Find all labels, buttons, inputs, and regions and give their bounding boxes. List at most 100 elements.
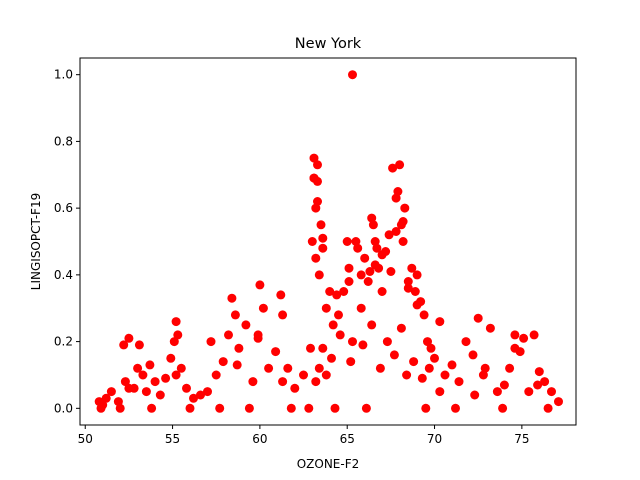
data-point xyxy=(313,197,322,206)
data-point xyxy=(119,340,129,350)
data-point xyxy=(150,377,160,387)
data-point xyxy=(344,263,354,273)
data-point xyxy=(410,287,420,296)
data-point xyxy=(335,330,345,340)
data-point xyxy=(169,337,179,347)
data-point xyxy=(189,393,198,403)
data-point xyxy=(409,357,419,367)
data-point xyxy=(417,373,427,383)
data-point xyxy=(330,403,340,413)
x-tick-label: 50 xyxy=(78,432,93,446)
data-point xyxy=(435,387,445,397)
data-point xyxy=(388,163,398,173)
data-point xyxy=(306,343,315,353)
data-point xyxy=(403,277,413,286)
data-point xyxy=(106,387,116,397)
data-point xyxy=(543,403,553,413)
data-point xyxy=(524,387,534,397)
data-point xyxy=(171,370,181,380)
data-point xyxy=(485,323,495,333)
data-point xyxy=(424,363,434,373)
data-point xyxy=(332,290,342,300)
data-point xyxy=(473,313,483,323)
data-point xyxy=(412,270,422,280)
data-point xyxy=(361,403,371,413)
data-point xyxy=(519,333,529,343)
data-point xyxy=(290,383,300,393)
data-point xyxy=(155,390,165,400)
data-point xyxy=(492,387,502,397)
y-tick-label: 1.0 xyxy=(54,68,73,82)
data-point xyxy=(248,377,258,387)
data-point xyxy=(368,220,378,230)
data-point xyxy=(454,377,464,387)
points-layer xyxy=(94,70,563,413)
data-point xyxy=(278,377,288,387)
data-point xyxy=(234,343,244,353)
data-point xyxy=(299,370,308,380)
data-point xyxy=(360,253,370,263)
data-point xyxy=(283,363,293,373)
data-point xyxy=(313,160,322,170)
x-axis-ticks: 50 55 60 65 70 75 xyxy=(78,425,529,446)
data-point xyxy=(134,340,144,350)
data-point xyxy=(314,270,324,280)
data-point xyxy=(138,370,148,380)
data-point xyxy=(101,393,111,403)
data-point xyxy=(342,237,352,246)
data-point xyxy=(271,347,281,357)
data-point xyxy=(244,403,254,413)
data-point xyxy=(547,387,556,397)
y-axis-ticks: 0.0 0.2 0.4 0.6 0.8 1.0 xyxy=(54,68,80,415)
data-point xyxy=(173,330,183,340)
data-point xyxy=(423,337,432,347)
data-point xyxy=(124,383,134,393)
x-tick-label: 60 xyxy=(252,432,267,446)
data-point xyxy=(534,367,544,377)
data-point xyxy=(211,370,221,380)
data-point xyxy=(412,300,422,310)
data-point xyxy=(510,330,520,340)
data-point xyxy=(264,363,274,373)
y-tick-label: 0.8 xyxy=(54,134,73,148)
data-point xyxy=(529,330,539,340)
x-axis-label: OZONE-F2 xyxy=(297,457,360,471)
data-point xyxy=(344,277,354,286)
data-point xyxy=(363,277,373,286)
data-point xyxy=(391,227,401,236)
data-point xyxy=(384,230,394,240)
data-point xyxy=(382,337,392,347)
data-point xyxy=(196,390,205,400)
data-point xyxy=(395,160,405,170)
data-point xyxy=(96,403,106,413)
x-tick-label: 75 xyxy=(514,432,529,446)
data-point xyxy=(356,303,366,313)
data-point xyxy=(311,253,321,263)
data-point xyxy=(133,363,143,373)
data-point xyxy=(348,337,357,347)
data-point xyxy=(203,387,212,397)
data-point xyxy=(124,333,134,343)
data-point xyxy=(348,70,357,80)
data-point xyxy=(166,353,176,363)
data-point xyxy=(540,377,550,387)
data-point xyxy=(367,320,377,330)
x-tick-label: 70 xyxy=(427,432,442,446)
data-point xyxy=(370,260,380,270)
data-point xyxy=(554,397,563,407)
data-point xyxy=(468,350,478,360)
data-point xyxy=(141,387,151,397)
data-point xyxy=(176,363,186,373)
data-point xyxy=(253,330,263,340)
data-point xyxy=(393,187,403,196)
data-point xyxy=(372,243,382,253)
data-point xyxy=(505,363,515,373)
data-point xyxy=(318,243,328,253)
data-point xyxy=(327,353,336,363)
data-point xyxy=(161,373,171,383)
data-point xyxy=(224,330,233,340)
data-point xyxy=(278,310,288,320)
data-point xyxy=(400,203,410,213)
data-point xyxy=(398,237,408,246)
data-point xyxy=(206,337,216,347)
